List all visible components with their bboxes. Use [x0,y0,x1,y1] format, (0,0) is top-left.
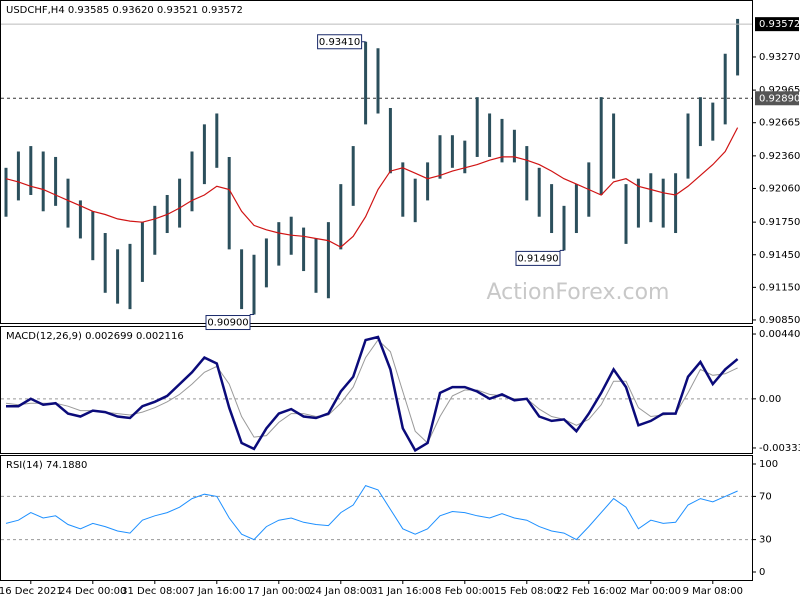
y-tick-label: 0.91750 [759,217,800,228]
y-tick-label: 0.92665 [759,118,800,129]
y-tick-label: 0.92360 [759,151,800,162]
level-label: 0.92890 [759,93,800,104]
x-tick-label: 31 Jan 16:00 [371,586,434,597]
panel-title: MACD(12,26,9) 0.002699 0.002116 [6,331,184,342]
macd-panel [0,326,753,454]
x-tick-label: 2 Mar 00:00 [621,586,681,597]
x-tick-label: 24 Dec 00:00 [59,586,126,597]
macd-line [5,339,738,444]
y-tick-label: -0.003338 [759,443,800,454]
annotation-label: 0.90900 [207,318,248,329]
x-tick-label: 7 Jan 16:00 [188,586,245,597]
y-tick-label: 0.004403 [759,329,800,340]
annotation-box [317,34,363,50]
moving-average [5,127,739,248]
x-tick-label: 9 Mar 08:00 [683,586,743,597]
x-tick-label: 15 Feb 08:00 [494,586,560,597]
x-tick-label: 22 Feb 16:00 [556,586,622,597]
price-panel [0,0,753,324]
y-tick-label: 0.91150 [759,282,800,293]
annotation-label: 0.93410 [319,37,360,48]
y-tick-label: 0.92060 [759,183,800,194]
y-tick-label: 30 [759,535,772,546]
rsi-panel [0,455,753,581]
watermark: ActionForex.com [487,280,670,305]
y-tick-label: 0.91450 [759,250,800,261]
y-tick-label: 0.92965 [759,85,800,96]
last-price-box [755,17,799,32]
panel-title: RSI(14) 74.1880 [6,460,87,471]
x-tick-label: 24 Jan 08:00 [309,586,372,597]
panel-title: USDCHF,H4 0.93585 0.93620 0.93521 0.9357… [6,5,243,16]
y-tick-label: 0 [759,567,765,578]
macd-line [6,335,739,453]
x-tick-label: 8 Feb 00:00 [435,586,494,597]
last-price-label: 0.93572 [759,19,800,30]
x-tick-label: 17 Jan 00:00 [247,586,310,597]
annotation-box [515,250,561,266]
y-tick-label: 0.90850 [759,315,800,326]
y-tick-label: 70 [759,491,772,502]
annotation-box [205,315,251,331]
annotation-label: 0.91490 [517,253,558,264]
y-tick-label: 0.93270 [759,52,800,63]
x-tick-label: 16 Dec 2021 [0,586,63,597]
x-tick-label: 31 Dec 08:00 [121,586,188,597]
y-tick-label: 0.00 [759,394,781,405]
y-tick-label: 100 [759,459,778,470]
rsi-line [5,484,738,541]
level-box [755,91,799,106]
